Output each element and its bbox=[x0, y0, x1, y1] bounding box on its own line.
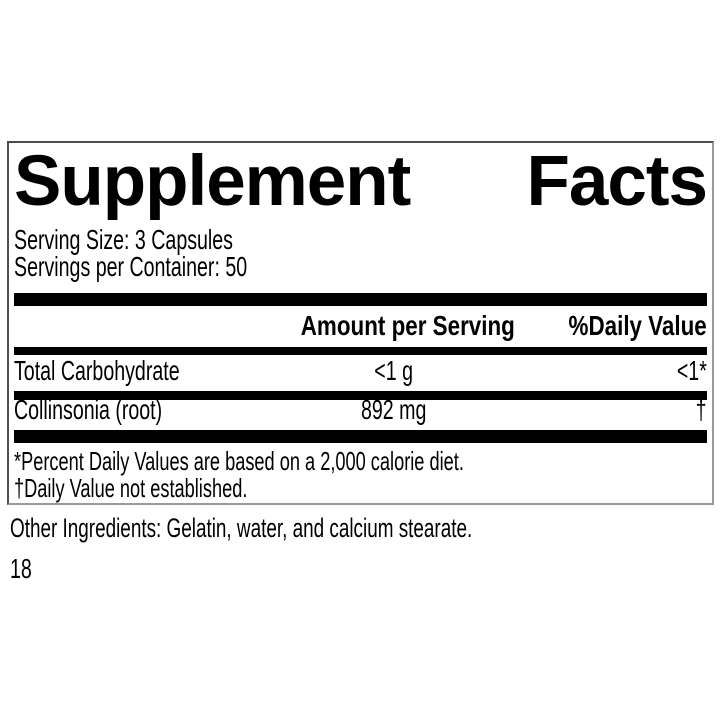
footnote-percent-daily-value: *Percent Daily Values are based on a 2,0… bbox=[14, 446, 464, 476]
panel-title: Supplement Facts bbox=[14, 142, 708, 221]
divider-thick-top bbox=[14, 293, 707, 306]
other-ingredients-text: Other Ingredients: Gelatin, water, and c… bbox=[10, 513, 473, 543]
nutrient-name: Collinsonia (root) bbox=[14, 394, 163, 425]
panel-title-word-facts: Facts bbox=[526, 142, 708, 221]
nutrient-daily-value: <1* bbox=[677, 355, 707, 386]
page-number-text: 18 bbox=[10, 553, 32, 584]
header-daily-value-cell: %Daily Value bbox=[514, 310, 707, 342]
divider-between-rows bbox=[14, 391, 707, 400]
page-number: 18 bbox=[10, 555, 41, 583]
divider-thick-bottom bbox=[14, 430, 707, 443]
nutrient-name: Total Carbohydrate bbox=[14, 355, 180, 386]
serving-size-line: Serving Size: 3 Capsules bbox=[14, 224, 707, 255]
nutrient-amount: <1 g bbox=[374, 355, 414, 386]
column-header-amount: Amount per Serving bbox=[300, 310, 515, 341]
footnote-daily-value-not-established: †Daily Value not established. bbox=[14, 473, 248, 503]
nutrient-amount-cell: 892 mg bbox=[274, 394, 514, 426]
divider-below-header bbox=[14, 347, 707, 355]
nutrient-daily-value-cell: <1* bbox=[514, 355, 707, 387]
nutrient-amount-cell: <1 g bbox=[274, 355, 514, 387]
footnotes: *Percent Daily Values are based on a 2,0… bbox=[14, 448, 707, 502]
nutrient-daily-value-cell: † bbox=[514, 394, 707, 426]
header-amount-cell: Amount per Serving bbox=[274, 310, 515, 342]
servings-per-container-text: Servings per Container: 50 bbox=[14, 251, 248, 282]
panel-title-word-supplement: Supplement bbox=[14, 142, 411, 221]
nutrient-daily-value: † bbox=[696, 394, 707, 425]
nutrient-amount: 892 mg bbox=[361, 394, 427, 425]
table-header-row: Amount per Serving %Daily Value bbox=[14, 306, 707, 347]
nutrient-name-cell: Total Carbohydrate bbox=[14, 355, 274, 387]
serving-size-text: Serving Size: 3 Capsules bbox=[14, 224, 233, 255]
column-header-daily-value: %Daily Value bbox=[568, 310, 707, 341]
table-row-collinsonia: Collinsonia (root) 892 mg † bbox=[14, 394, 707, 430]
table-row-total-carbohydrate: Total Carbohydrate <1 g <1* bbox=[14, 355, 707, 391]
supplement-facts-panel: Supplement Facts Serving Size: 3 Capsule… bbox=[7, 141, 714, 505]
other-ingredients-line: Other Ingredients: Gelatin, water, and c… bbox=[10, 513, 670, 543]
servings-per-container-line: Servings per Container: 50 bbox=[14, 251, 707, 282]
nutrient-name-cell: Collinsonia (root) bbox=[14, 394, 274, 426]
